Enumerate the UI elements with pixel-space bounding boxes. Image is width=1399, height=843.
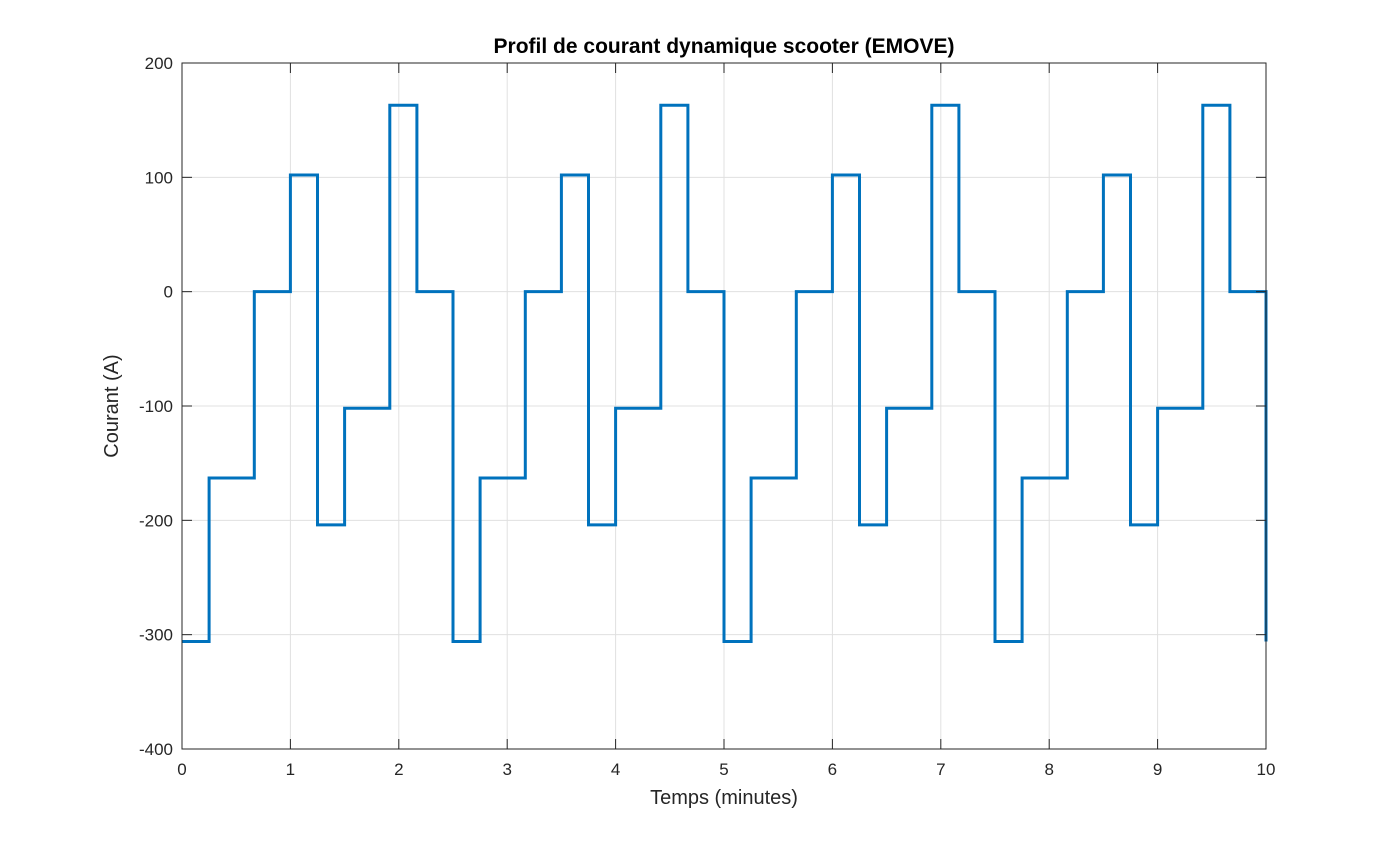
x-tick-label: 2 bbox=[394, 760, 403, 779]
x-tick-label: 8 bbox=[1044, 760, 1053, 779]
y-tick-label: -300 bbox=[139, 626, 173, 645]
y-tick-label: -100 bbox=[139, 397, 173, 416]
series-layer bbox=[182, 103, 1268, 644]
y-axis-label: Courant (A) bbox=[101, 354, 123, 457]
x-axis-label: Temps (minutes) bbox=[650, 787, 798, 809]
y-tick-label: -200 bbox=[139, 511, 173, 530]
series-line bbox=[182, 103, 1268, 644]
x-tick-label: 7 bbox=[936, 760, 945, 779]
y-tick-label: 100 bbox=[145, 168, 173, 187]
x-tick-label: 5 bbox=[719, 760, 728, 779]
x-tick-label: 4 bbox=[611, 760, 620, 779]
x-tick-label: 6 bbox=[828, 760, 837, 779]
y-tick-label: 0 bbox=[164, 283, 173, 302]
y-tick-label: 200 bbox=[145, 54, 173, 73]
x-tick-label: 0 bbox=[177, 760, 186, 779]
x-tick-label: 1 bbox=[286, 760, 295, 779]
ticks: 0 1 2 3 4 5 6 7 8 9 10 -400 -300 -200 -100 0 100 200 bbox=[139, 54, 1275, 779]
y-tick-label: -400 bbox=[139, 740, 173, 759]
chart-title: Profil de courant dynamique scooter (EMO… bbox=[494, 35, 955, 58]
x-tick-label: 3 bbox=[502, 760, 511, 779]
x-tick-label: 10 bbox=[1257, 760, 1276, 779]
x-tick-label: 9 bbox=[1153, 760, 1162, 779]
